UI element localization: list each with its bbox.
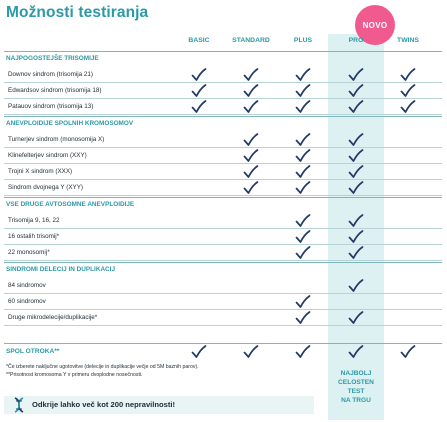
table-row: Sindrom dvojnega Y (XYY) — [4, 180, 442, 196]
check-icon — [400, 345, 416, 359]
column-header-standard: STANDARD — [232, 37, 270, 44]
check-icon — [400, 68, 416, 82]
table-row: 22 monosomij* — [4, 245, 442, 261]
check-icon — [348, 165, 364, 179]
check-icon — [243, 84, 259, 98]
section-title: ANEVPLOIDIJE SPOLNIH KROMOSOMOV — [6, 120, 134, 127]
check-icon — [191, 345, 207, 359]
section-divider — [4, 262, 442, 263]
check-icon — [295, 100, 311, 114]
section-divider — [4, 343, 442, 344]
table-row: 60 sindromov — [4, 294, 442, 310]
row-label: Sindrom dvojnega Y (XYY) — [8, 184, 84, 191]
cta-line-1: NAJBOLJ — [340, 370, 372, 377]
page-title: Možnosti testiranja — [6, 4, 149, 21]
bottom-banner-text: Odkrije lahko več kot 200 nepravilnosti! — [32, 400, 176, 409]
table-row: Downov sindrom (trisomija 21) — [4, 67, 442, 83]
check-icon — [348, 246, 364, 260]
row-label: Downov sindrom (trisomija 21) — [8, 71, 94, 78]
section-title: NAJPOGOSTEJŠE TRISOMIJE — [6, 55, 99, 62]
row-label: Klinefelterjev sindrom (XXY) — [8, 152, 87, 159]
check-icon — [295, 84, 311, 98]
check-icon — [295, 214, 311, 228]
bottom-banner: Odkrije lahko več kot 200 nepravilnosti! — [4, 396, 314, 414]
check-icon — [191, 68, 207, 82]
footnote-2: **Prisotnost kromosoma Y v primeru dvopl… — [6, 372, 143, 378]
footnote-1: *Če izberete naključne ugotovitve (delec… — [6, 364, 199, 370]
cta-line-3: TEST — [347, 388, 365, 395]
column-header-basic: BASIC — [188, 37, 210, 44]
section-divider — [4, 116, 442, 117]
row-label: Trojni X sindrom (XXX) — [8, 168, 73, 175]
check-icon — [243, 133, 259, 147]
check-icon — [295, 68, 311, 82]
row-label: Patauov sindrom (trisomija 13) — [8, 103, 94, 110]
row-label: Druge mikrodelecije/duplikacije* — [8, 314, 98, 321]
table-row: Druge mikrodelecije/duplikacije* — [4, 310, 442, 326]
column-header-plus: PLUS — [293, 37, 313, 44]
check-icon — [243, 149, 259, 163]
check-icon — [295, 345, 311, 359]
row-label: Turnerjev sindrom (monosomija X) — [8, 136, 105, 143]
check-icon — [348, 100, 364, 114]
table-row: Trojni X sindrom (XXX) — [4, 164, 442, 180]
check-icon — [295, 246, 311, 260]
check-icon — [400, 84, 416, 98]
column-header-pro: PRO — [348, 37, 364, 44]
check-icon — [348, 230, 364, 244]
check-icon — [348, 133, 364, 147]
check-icon — [348, 311, 364, 325]
table-row: 16 ostalih trisomij* — [4, 229, 442, 245]
row-label: Trisomija 9, 16, 22 — [8, 217, 60, 224]
section-divider — [4, 197, 442, 198]
table-row: Trisomija 9, 16, 22 — [4, 213, 442, 229]
spol-label: SPOL OTROKA** — [6, 348, 60, 355]
section-divider — [4, 51, 442, 52]
dna-icon — [14, 397, 24, 413]
check-icon — [243, 345, 259, 359]
row-label: 22 monosomij* — [8, 249, 50, 256]
check-icon — [243, 181, 259, 195]
check-icon — [348, 149, 364, 163]
check-icon — [348, 279, 364, 293]
table-row: 84 sindromov — [4, 278, 442, 294]
table-row: Edwardsov sindrom (trisomija 18) — [4, 83, 442, 99]
column-header-twins: TWINS — [397, 37, 419, 44]
check-icon — [348, 181, 364, 195]
check-icon — [191, 84, 207, 98]
check-icon — [295, 230, 311, 244]
row-label: Edwardsov sindrom (trisomija 18) — [8, 87, 102, 94]
row-label: 60 sindromov — [8, 298, 46, 305]
table-row: Patauov sindrom (trisomija 13) — [4, 99, 442, 115]
cta-line-2: CELOSTEN — [338, 379, 374, 386]
check-icon — [348, 68, 364, 82]
check-icon — [191, 100, 207, 114]
check-icon — [348, 84, 364, 98]
check-icon — [295, 295, 311, 309]
section-title: VSE DRUGE AVTOSOMNE ANEVPLOIDIJE — [6, 201, 135, 208]
check-icon — [295, 165, 311, 179]
check-icon — [400, 100, 416, 114]
row-label: 84 sindromov — [8, 282, 46, 289]
row-label: 16 ostalih trisomij* — [8, 233, 60, 240]
check-icon — [243, 100, 259, 114]
check-icon — [295, 149, 311, 163]
novo-badge: NOVO — [355, 5, 395, 45]
check-icon — [295, 133, 311, 147]
check-icon — [295, 181, 311, 195]
check-icon — [243, 165, 259, 179]
table-row: Turnerjev sindrom (monosomija X) — [4, 132, 442, 148]
check-icon — [243, 68, 259, 82]
cta-line-4: NA TRGU — [341, 397, 371, 404]
check-icon — [348, 214, 364, 228]
section-title: SINDROMI DELECIJ IN DUPLIKACIJ — [6, 266, 116, 273]
cta-best-test: NAJBOLJ CELOSTEN TEST NA TRGU — [334, 369, 378, 405]
check-icon — [295, 311, 311, 325]
check-icon — [348, 345, 364, 359]
table-row: Klinefelterjev sindrom (XXY) — [4, 148, 442, 164]
